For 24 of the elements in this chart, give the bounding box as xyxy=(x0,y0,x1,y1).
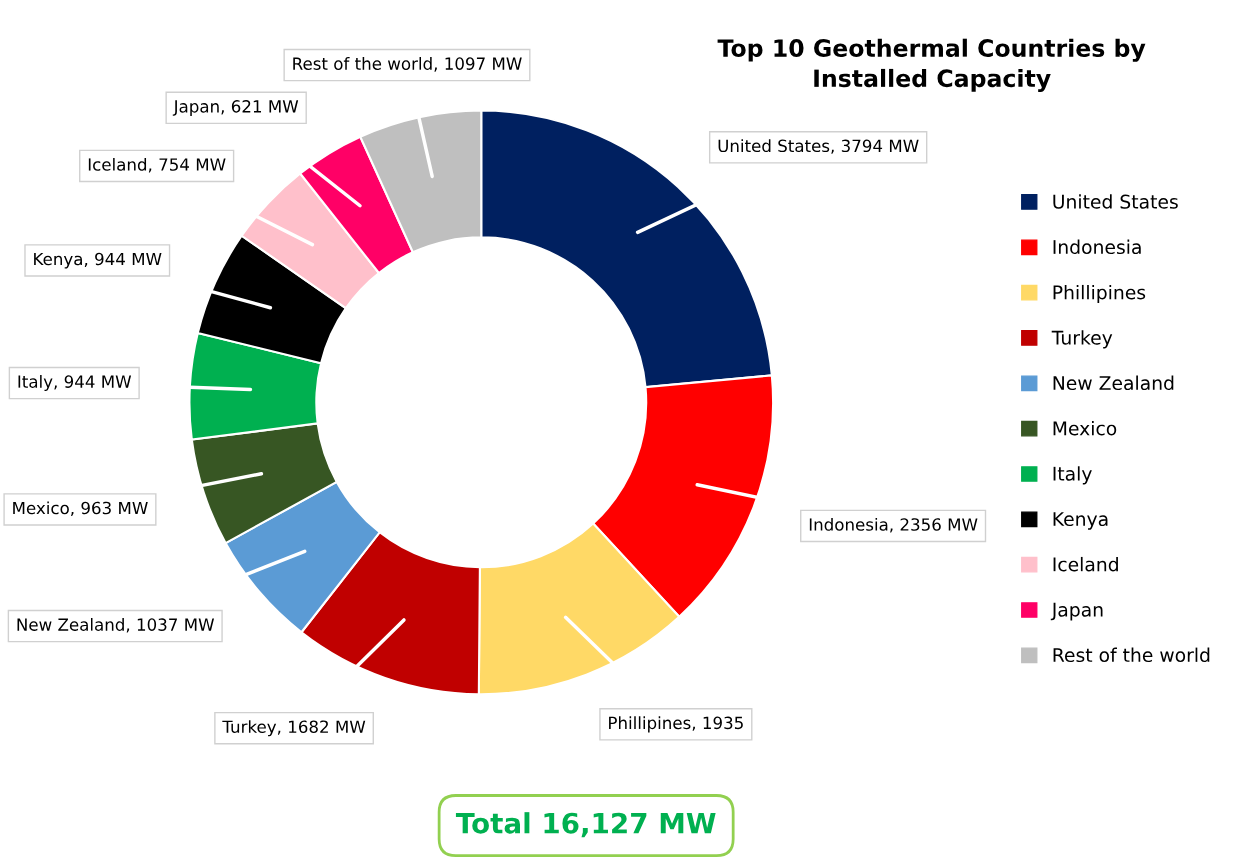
legend-label: Japan xyxy=(1050,602,1103,621)
text: Total 16,127 MW xyxy=(455,812,716,838)
data-label: New Zealand, 1037 MW xyxy=(17,617,215,633)
data-label: Phillipines, 1935 xyxy=(609,716,743,733)
legend-label: Mexico xyxy=(1053,420,1117,436)
legend-label: Iceland xyxy=(1053,556,1118,572)
legend-label: Rest of the world xyxy=(1053,647,1210,663)
data-label: Italy, 944 MW xyxy=(18,374,132,392)
legend-label: Italy xyxy=(1053,466,1092,485)
data-label: United States, 3794 MW xyxy=(718,139,919,154)
legend-label: United States xyxy=(1053,194,1178,209)
chart-title: Top 10 Geothermal Countries by Installed Capacity xyxy=(717,38,1146,92)
data-label: Iceland, 754 MW xyxy=(88,157,226,173)
legend-label: Phillipines xyxy=(1053,284,1146,304)
legend-label: Indonesia xyxy=(1053,239,1141,255)
data-label: Indonesia, 2356 MW xyxy=(809,517,978,533)
data-label: Japan, 621 MW xyxy=(172,100,299,116)
data-label: Rest of the world, 1097 MW xyxy=(293,57,522,72)
legend-label: Kenya xyxy=(1053,512,1108,530)
legend-label: New Zealand xyxy=(1053,375,1174,391)
data-label: Kenya, 944 MW xyxy=(34,252,162,269)
legend-label: Turkey xyxy=(1051,330,1113,349)
data-label: Mexico, 963 MW xyxy=(13,501,148,516)
data-label: Turkey, 1682 MW xyxy=(222,720,366,737)
